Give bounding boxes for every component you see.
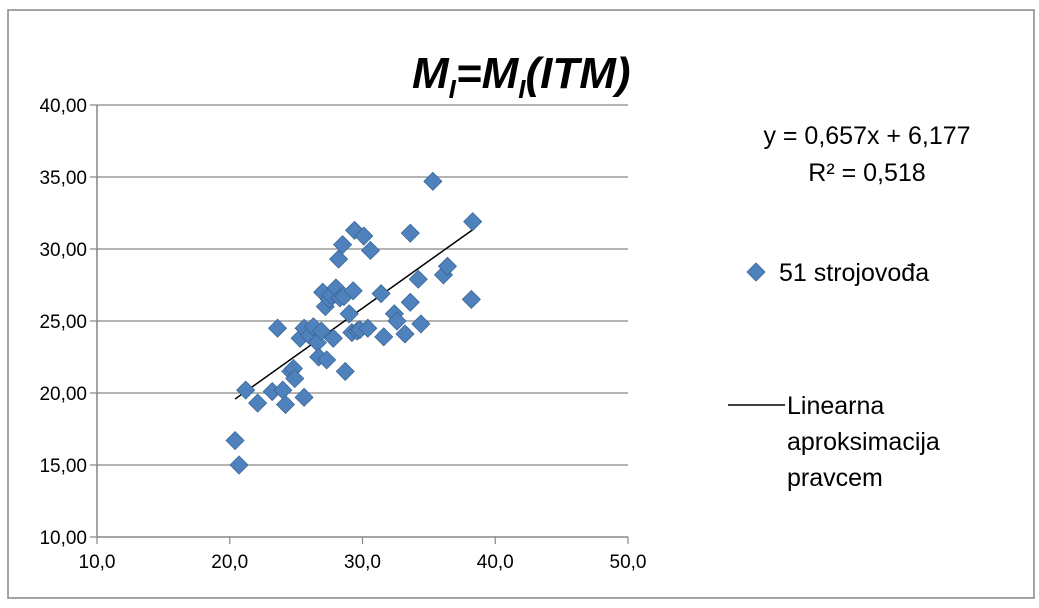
trend-r-squared: R² = 0,518 [808,159,925,187]
legend: 51 strojovođa Linearna aproksimacija pra… [728,259,940,492]
y-tick-label: 25,00 [39,312,87,333]
data-point [423,171,443,191]
x-tick-label: 40,0 [477,552,514,573]
legend-trend-label-line1: Linearna [787,392,884,420]
y-tick-label: 35,00 [39,168,87,189]
ticks [90,104,629,544]
legend-trend-label-line2: aproksimacija [787,428,940,456]
title-m1: M [412,49,450,98]
title-m3: (ITM) [525,49,630,98]
data-point [229,455,249,475]
gridlines [97,104,628,466]
data-point [335,361,355,381]
x-tick-label: 20,0 [211,552,248,573]
legend-scatter-label: 51 strojovođa [779,259,929,287]
y-tick-label: 10,00 [39,528,87,549]
data-point [437,256,458,276]
y-tick-label: 30,00 [39,240,87,261]
data-point [248,393,268,413]
data-point [463,212,483,232]
data-point [387,311,407,331]
x-tick-label: 30,0 [344,552,381,573]
legend-trend-label-line3: pravcem [787,464,883,492]
y-tick-label: 20,00 [39,384,87,405]
data-points [225,171,483,475]
data-point [400,292,420,312]
data-point [354,226,374,246]
title-m2: =M [456,49,520,98]
data-point [267,318,288,338]
y-tick-labels: 10,00 15,00 20,00 25,00 30,00 35,00 40,00 [39,96,87,549]
data-point [225,430,245,451]
data-point [360,240,381,261]
data-point [333,235,353,255]
data-point [461,289,481,309]
data-point [411,314,431,334]
data-point [236,380,256,400]
legend-diamond-marker [746,262,766,282]
y-tick-label: 15,00 [39,456,87,477]
y-tick-label: 40,00 [39,96,87,117]
data-point [323,328,343,348]
data-point [371,284,391,304]
data-point [311,321,331,341]
data-point [400,223,420,243]
trend-equation: y = 0,657x + 6,177 [763,122,970,150]
data-point [408,269,428,289]
x-tick-label: 10,0 [79,552,116,573]
data-point [285,369,305,389]
title-sub1: I [449,74,457,104]
data-point [329,249,349,269]
data-point [275,394,296,415]
chart-area-border [7,9,1035,599]
x-tick-label: 50,0 [610,552,647,573]
data-point [339,304,359,324]
data-point [395,324,415,344]
data-point [358,318,378,338]
data-point [374,327,394,347]
title-sub2: I [518,74,526,104]
x-tick-labels: 10,0 20,0 30,0 40,0 50,0 [79,552,647,573]
data-point [343,281,363,301]
data-point [317,350,337,370]
chart-title: MI=MI(ITM) [412,49,631,104]
data-point [294,387,314,407]
